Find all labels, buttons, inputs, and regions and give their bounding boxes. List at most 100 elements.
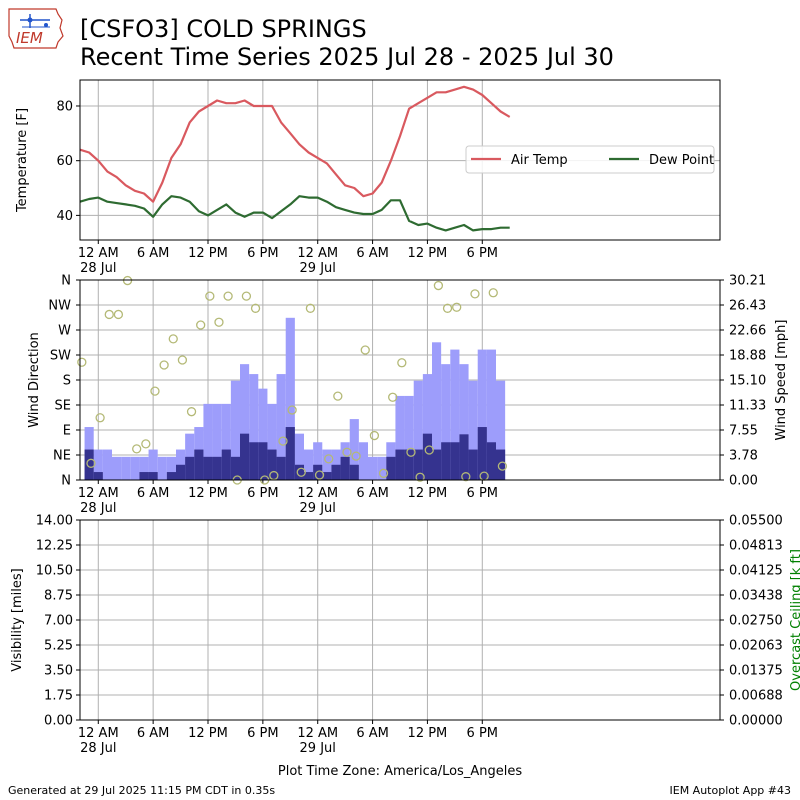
wind-speed-bar [377, 456, 387, 480]
vis-frame [79, 519, 721, 721]
temp-ytick-label: 80 [56, 99, 73, 114]
wind-direction-point [388, 392, 398, 402]
wind-gust-bar [285, 427, 295, 480]
wind-dir-tick-label: NW [48, 299, 71, 314]
wind-gust-bar [395, 449, 405, 480]
wind-gust-bar [386, 456, 396, 480]
wind-speed-bar [249, 374, 259, 480]
wind-direction-point [442, 303, 453, 313]
wind-direction-point [104, 309, 114, 320]
wind-direction-point [433, 280, 444, 291]
wind-speed-tick-label: 7.55 [729, 424, 758, 439]
wind-speed-bar [432, 342, 442, 480]
wind-direction-point [141, 439, 151, 449]
wind-gust-bar [93, 472, 103, 480]
wind-speed-tick-label: 15.10 [729, 374, 766, 389]
wind-speed-bar [212, 403, 222, 480]
temp-xtick-label: 6 AM [356, 246, 389, 261]
wind-direction-point [278, 436, 288, 446]
wind-speed-bar [166, 456, 176, 480]
vis-xtick-label: 6 AM [356, 726, 389, 741]
wind-gust-bar [249, 442, 259, 480]
temp-ytick-label: 40 [56, 209, 73, 224]
wind-speed-tick-label: 22.66 [729, 324, 766, 339]
wind-speed-bar [349, 419, 359, 480]
wind-gust-bar [240, 433, 250, 480]
wind-direction-point [150, 386, 160, 396]
wind-direction-point [241, 291, 252, 301]
wind-direction-point [351, 451, 361, 461]
wind-direction-point [205, 291, 215, 301]
wind-speed-bar [468, 380, 478, 480]
ceiling-tick-label: 0.02063 [729, 639, 783, 654]
wind-direction-point [77, 357, 87, 367]
wind-gust-bar [468, 449, 478, 480]
wind-speed-bar [157, 456, 167, 480]
wind-speed-tick-label: 30.21 [729, 274, 766, 289]
wind-gust-bar [304, 472, 314, 480]
wind-direction-point [122, 275, 133, 286]
wind-gust-bar [322, 472, 332, 480]
chart-title-range: Recent Time Series 2025 Jul 28 - 2025 Ju… [80, 43, 614, 71]
wind-direction-point [305, 303, 316, 313]
wind-direction-point [397, 358, 407, 368]
wind-gust-bar [413, 449, 423, 480]
temp-xtick-label: 6 AM [137, 246, 170, 261]
vis-xtick-label: 12 PM [408, 726, 448, 741]
wind-xtick-label: 12 AM [78, 486, 119, 501]
wind-dir-tick-label: W [58, 324, 71, 339]
wind-dir-tick-label: SW [50, 349, 71, 364]
wind-gust-bar [203, 456, 213, 480]
temp-xtick-label: 12 PM [408, 246, 448, 261]
wind-gust-bar [404, 449, 414, 480]
wind-speed-bar [230, 380, 240, 480]
wind-speed-tick-label: 3.78 [729, 449, 758, 464]
ceiling-tick-label: 0.00688 [729, 689, 783, 704]
wind-direction-point [470, 289, 480, 299]
wind-dir-tick-label: SE [55, 399, 71, 414]
wind-direction-point [497, 461, 508, 471]
temp-xtick-label: 6 PM [247, 246, 278, 261]
wind-gust-bar [258, 442, 268, 480]
wind-direction-point [314, 470, 325, 480]
wind-speed-bar [294, 433, 304, 480]
wind-direction-point [333, 391, 343, 401]
wind-gust-bar [194, 449, 204, 480]
wind-xtick-label: 6 AM [356, 486, 389, 501]
vis-xtick-label: 12 AM [297, 726, 338, 741]
wind-speed-bar [285, 317, 295, 480]
wind-gust-bar [340, 456, 350, 480]
wind-speed-bar [313, 442, 323, 480]
wind-gust-bar [267, 449, 277, 480]
vis-xtick-date: 28 Jul [80, 741, 116, 756]
vis-xtick-label: 12 AM [78, 726, 119, 741]
wind-direction-point [461, 472, 471, 482]
wind-direction-point [324, 454, 334, 464]
legend-dew-point-label: Dew Point [649, 153, 714, 168]
wind-direction-point [86, 458, 96, 468]
wind-dir-tick-label: N [61, 474, 71, 489]
wind-direction-point [369, 430, 380, 441]
wind-gust-bar [331, 464, 341, 480]
temp-ylabel: Temperature [F] [15, 108, 30, 213]
wind-xtick-label: 12 PM [188, 486, 228, 501]
wind-direction-point [186, 407, 197, 417]
wind-xtick-date: 28 Jul [80, 501, 116, 516]
legend-air-temp-label: Air Temp [511, 153, 568, 168]
vis-xtick-label: 6 PM [467, 726, 498, 741]
wind-gust-bar [441, 442, 451, 480]
ceiling-tick-label: 0.02750 [729, 614, 783, 629]
wind-gust-bar [230, 456, 240, 480]
wind-direction-point [415, 472, 425, 482]
wind-speed-bar [486, 349, 496, 480]
temp-frame [79, 79, 721, 241]
wind-direction-point [452, 302, 462, 312]
wind-speed-bar [441, 364, 451, 480]
wind-speed-bar [322, 449, 332, 480]
ceiling-ylabel-right: Overcast Ceiling [k ft] [789, 549, 800, 691]
wind-speed-bar [459, 364, 469, 480]
ceiling-tick-label: 0.04125 [729, 564, 783, 579]
